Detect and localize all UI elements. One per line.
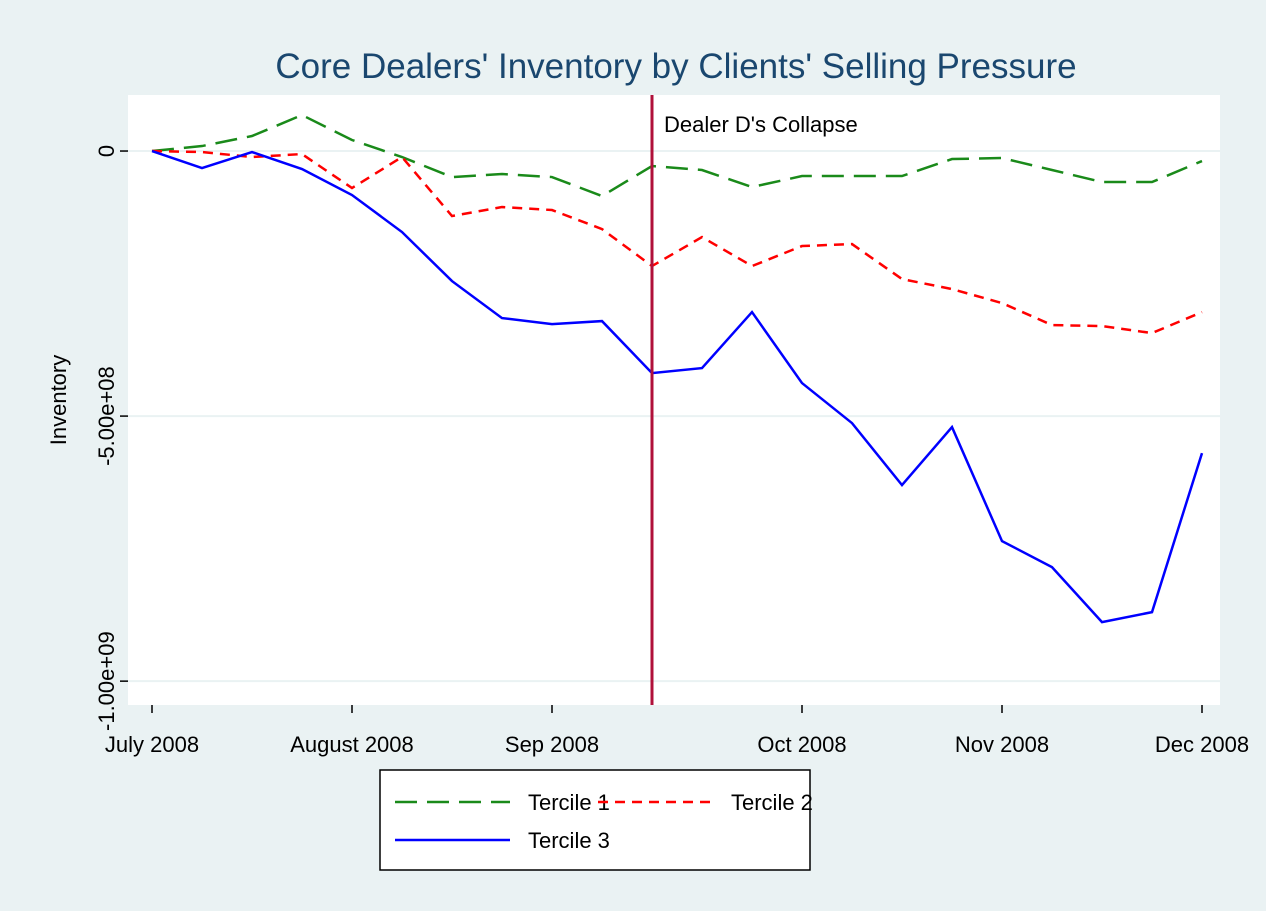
plot-area xyxy=(128,95,1220,705)
x-tick-label: Nov 2008 xyxy=(955,732,1049,757)
chart-title: Core Dealers' Inventory by Clients' Sell… xyxy=(275,47,1076,86)
x-tick-label: Oct 2008 xyxy=(757,732,846,757)
y-tick-label: 0 xyxy=(94,145,119,157)
x-tick-label: Dec 2008 xyxy=(1155,732,1249,757)
series-line xyxy=(151,149,1204,624)
legend-label: Tercile 1 xyxy=(528,790,610,815)
y-tick-label: -1.00e+09 xyxy=(94,631,119,731)
x-tick-label: August 2008 xyxy=(290,732,414,757)
legend-label: Tercile 2 xyxy=(731,790,813,815)
legend xyxy=(379,769,811,871)
x-tick-label: Sep 2008 xyxy=(505,732,599,757)
series-line xyxy=(151,149,1203,335)
annotation: Dealer D's Collapse xyxy=(664,112,858,137)
y-tick-label: -5.00e+08 xyxy=(94,366,119,466)
y-axis-label: Inventory xyxy=(46,355,71,446)
series-line xyxy=(151,113,1203,198)
x-tick-label: July 2008 xyxy=(105,732,199,757)
legend-label: Tercile 3 xyxy=(528,828,610,853)
